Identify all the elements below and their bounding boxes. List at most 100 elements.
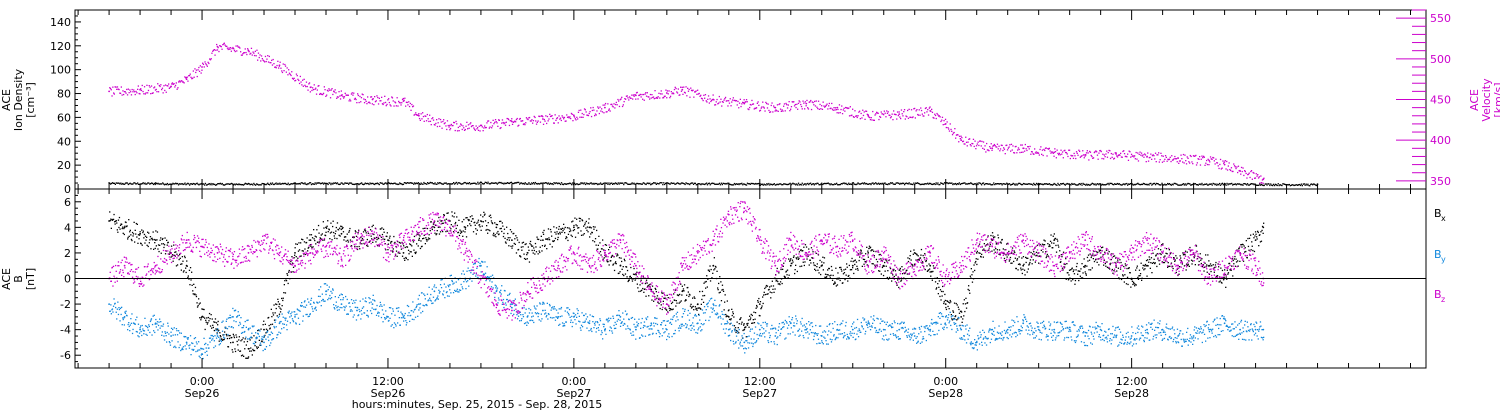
data-point bbox=[881, 113, 883, 115]
data-point bbox=[1055, 244, 1057, 247]
data-point bbox=[347, 94, 349, 96]
data-point bbox=[998, 249, 1001, 251]
data-point bbox=[447, 124, 449, 127]
data-point bbox=[789, 110, 791, 112]
data-point bbox=[1093, 184, 1095, 186]
data-point bbox=[313, 84, 315, 86]
data-point bbox=[487, 120, 490, 122]
data-point bbox=[660, 301, 662, 303]
data-point bbox=[898, 111, 900, 113]
data-point bbox=[455, 120, 457, 123]
data-point bbox=[470, 224, 472, 227]
data-point bbox=[414, 252, 417, 255]
data-point bbox=[581, 220, 584, 222]
data-point bbox=[335, 92, 337, 94]
data-point bbox=[724, 183, 726, 185]
data-point bbox=[468, 127, 470, 129]
data-point bbox=[758, 104, 760, 106]
data-point bbox=[511, 247, 513, 249]
data-point bbox=[547, 120, 549, 122]
data-point bbox=[1246, 257, 1248, 259]
data-point bbox=[713, 182, 715, 185]
data-point bbox=[844, 183, 846, 185]
data-point bbox=[855, 268, 857, 270]
data-point bbox=[733, 182, 736, 185]
data-point bbox=[903, 111, 905, 113]
data-point bbox=[851, 114, 853, 116]
data-point bbox=[1076, 184, 1079, 186]
data-point bbox=[1101, 183, 1104, 185]
data-point bbox=[1144, 263, 1147, 266]
data-point bbox=[422, 183, 424, 185]
data-point bbox=[1244, 170, 1246, 173]
data-point bbox=[282, 183, 285, 185]
data-point bbox=[308, 183, 310, 185]
data-point bbox=[587, 114, 590, 117]
data-point bbox=[1020, 267, 1022, 269]
data-point bbox=[696, 93, 698, 95]
data-point bbox=[1132, 184, 1134, 186]
data-point bbox=[1185, 160, 1187, 162]
data-point bbox=[337, 229, 340, 231]
data-point bbox=[1213, 271, 1215, 273]
data-point bbox=[430, 221, 432, 223]
data-point bbox=[826, 274, 828, 276]
data-point bbox=[909, 116, 911, 118]
data-point bbox=[647, 96, 649, 98]
data-point bbox=[1168, 265, 1170, 267]
data-point bbox=[940, 120, 942, 123]
data-point bbox=[727, 315, 729, 317]
data-point bbox=[1218, 281, 1220, 283]
data-point bbox=[439, 226, 441, 228]
data-point bbox=[160, 237, 162, 239]
data-point bbox=[797, 182, 800, 184]
data-point bbox=[743, 183, 745, 185]
data-point bbox=[703, 282, 705, 284]
data-point bbox=[1150, 257, 1153, 259]
data-point bbox=[789, 259, 791, 261]
data-point bbox=[1134, 158, 1136, 160]
data-point bbox=[628, 183, 630, 185]
data-point bbox=[1005, 183, 1007, 185]
data-point bbox=[714, 104, 716, 106]
data-point bbox=[843, 107, 845, 109]
data-point bbox=[695, 184, 697, 186]
data-point bbox=[763, 294, 765, 296]
data-point bbox=[531, 119, 533, 121]
data-point bbox=[1248, 172, 1250, 174]
data-point bbox=[735, 100, 737, 102]
data-point bbox=[901, 113, 903, 115]
data-point bbox=[1217, 165, 1219, 167]
data-point bbox=[865, 253, 867, 255]
data-point bbox=[344, 92, 346, 94]
data-point bbox=[1250, 234, 1252, 236]
data-point bbox=[164, 237, 166, 239]
data-point bbox=[1030, 153, 1032, 155]
data-point bbox=[378, 97, 380, 99]
data-point bbox=[860, 250, 862, 252]
data-point bbox=[1132, 281, 1135, 283]
data-point bbox=[772, 288, 774, 290]
data-point bbox=[329, 232, 332, 234]
data-point bbox=[500, 181, 502, 184]
data-point bbox=[568, 227, 570, 229]
data-point bbox=[624, 273, 627, 275]
data-point bbox=[910, 116, 912, 118]
data-point bbox=[746, 182, 749, 184]
data-point bbox=[862, 114, 865, 117]
data-point bbox=[346, 182, 348, 184]
data-point bbox=[730, 105, 732, 107]
data-point bbox=[269, 62, 271, 64]
data-point bbox=[1187, 182, 1189, 185]
data-point bbox=[378, 183, 380, 186]
data-point bbox=[1200, 262, 1202, 265]
data-point bbox=[861, 117, 863, 119]
data-point bbox=[154, 242, 156, 244]
data-point bbox=[723, 99, 725, 101]
data-point bbox=[567, 239, 569, 242]
data-point bbox=[995, 183, 997, 185]
data-point bbox=[1077, 154, 1079, 156]
data-point bbox=[704, 97, 706, 99]
data-point bbox=[1120, 156, 1123, 158]
data-point bbox=[925, 260, 927, 263]
